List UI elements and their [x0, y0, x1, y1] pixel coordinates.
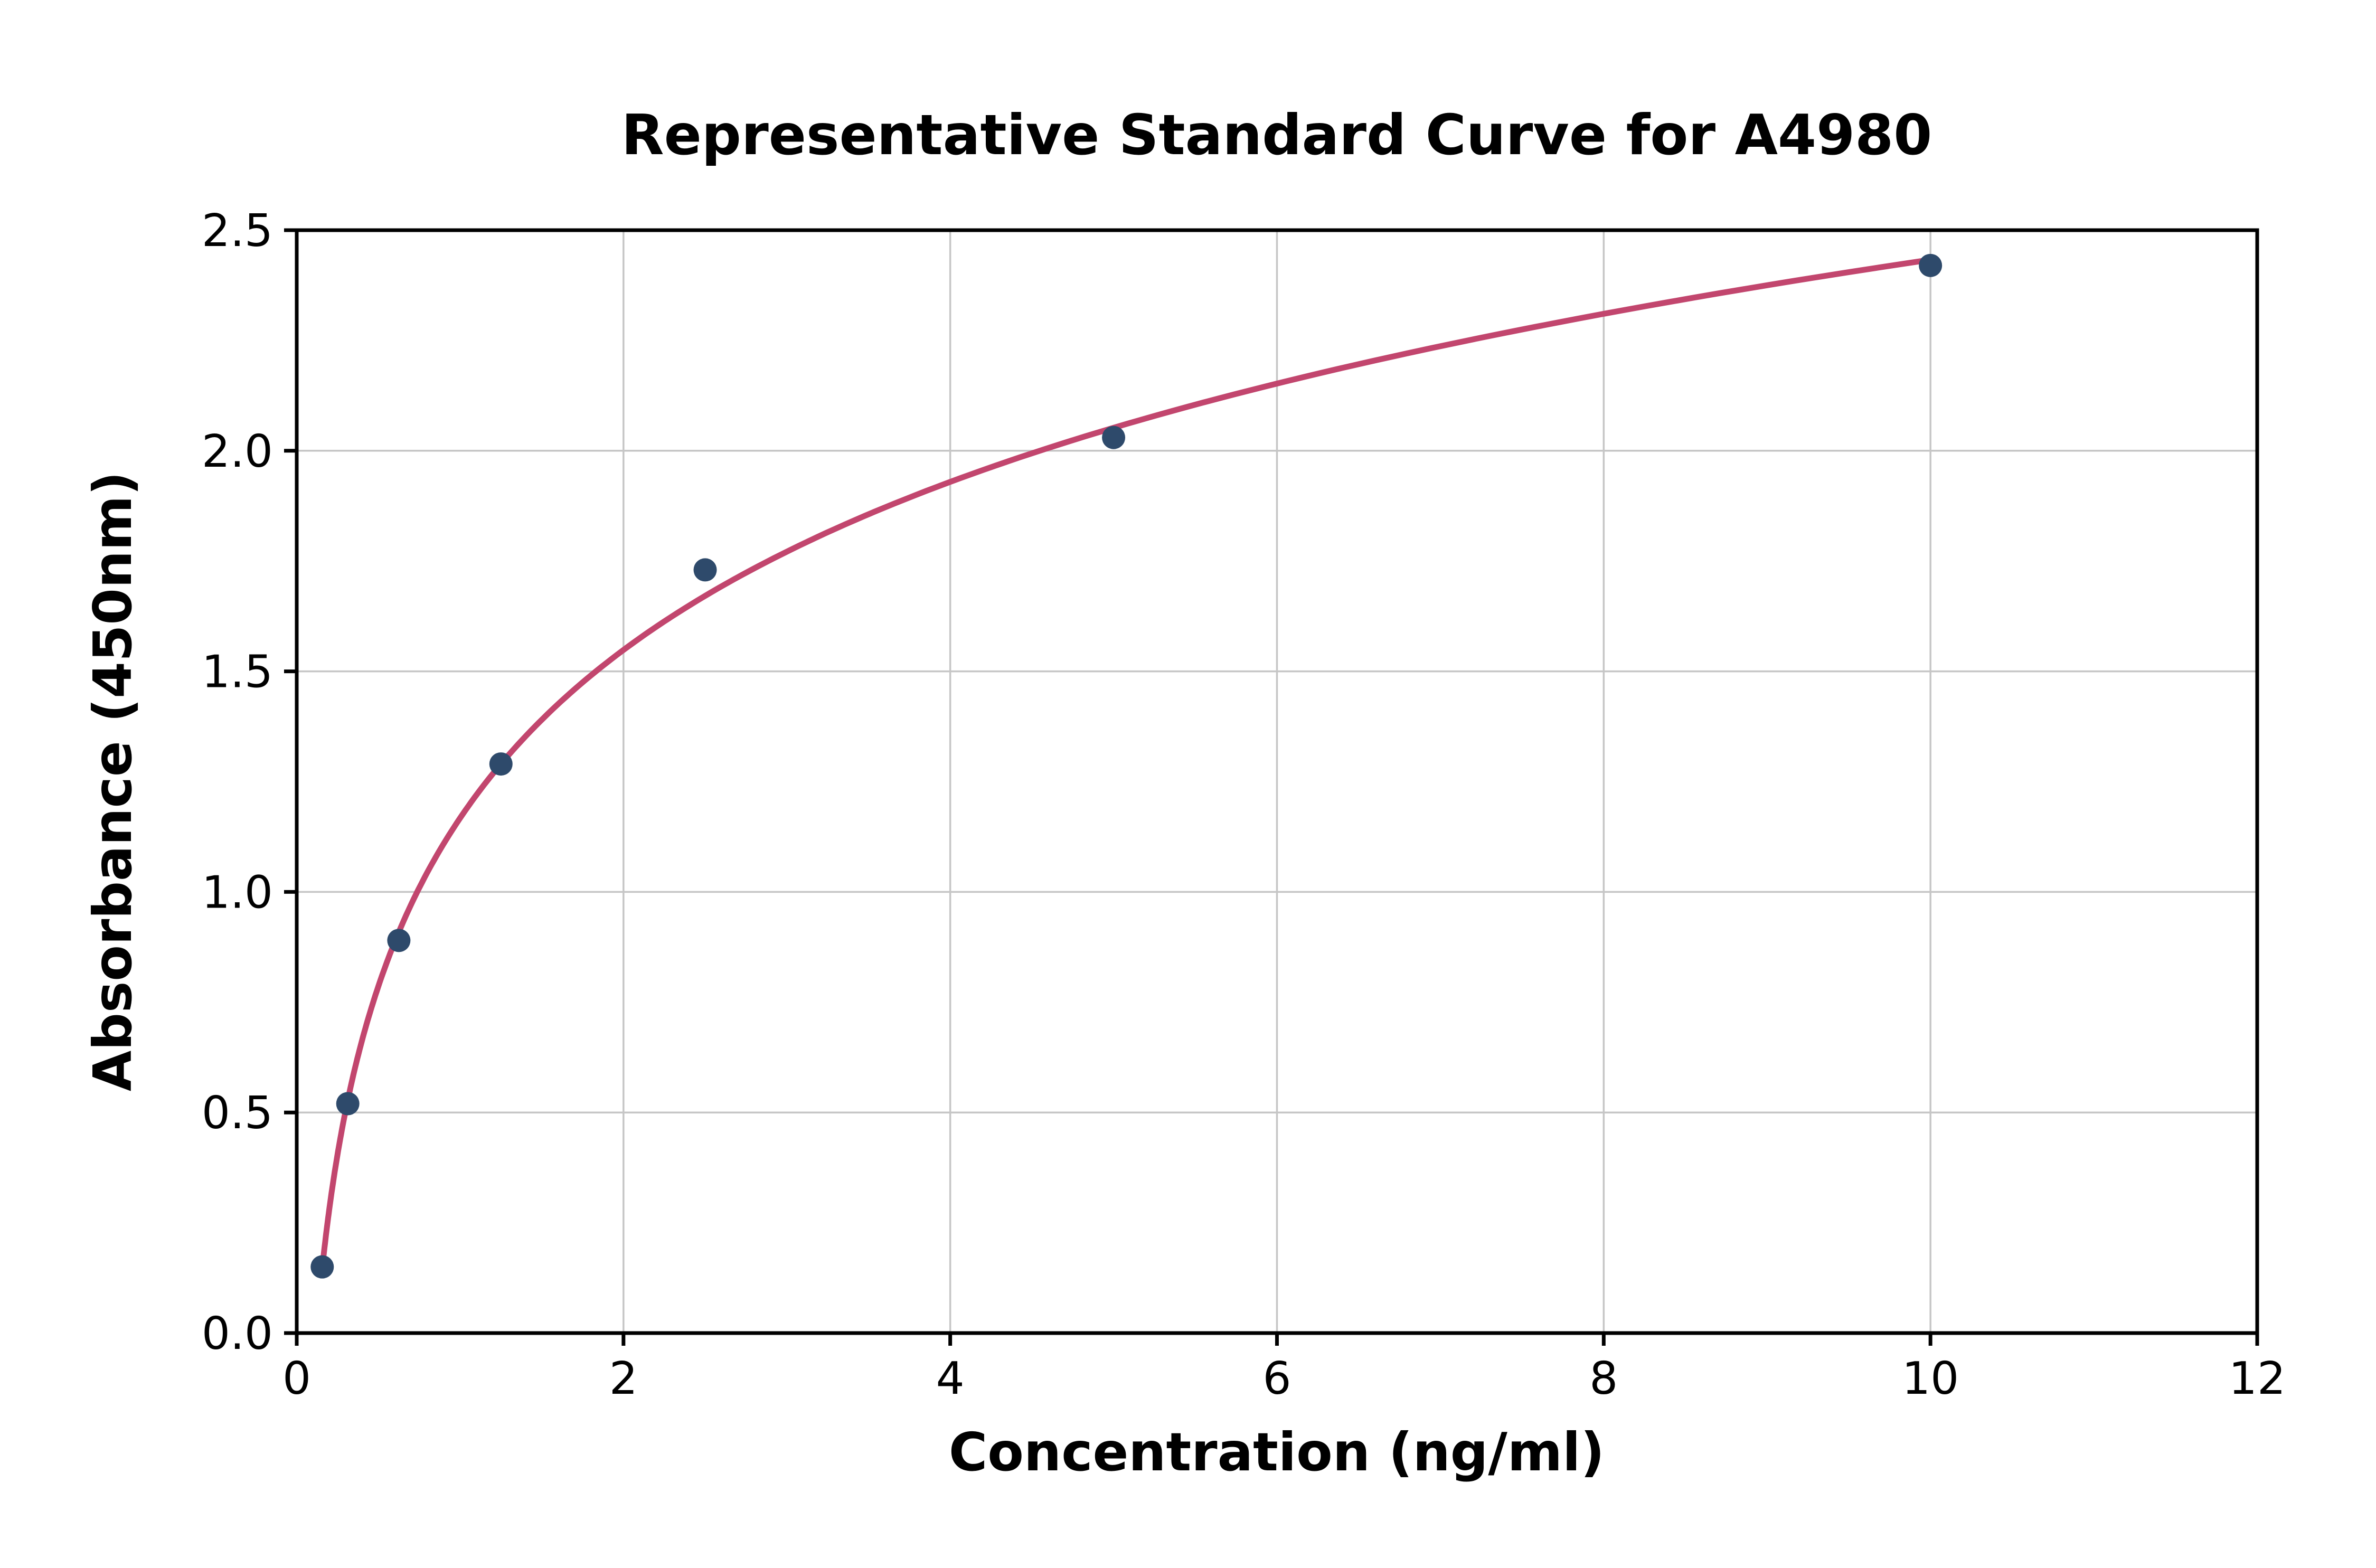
chart-title: Representative Standard Curve for A4980 [621, 103, 1932, 167]
y-tick-label: 2.5 [202, 205, 273, 257]
x-tick-label: 2 [609, 1353, 638, 1405]
y-axis-label: Absorbance (450nm) [82, 471, 144, 1091]
y-tick-label: 1.0 [202, 866, 273, 919]
x-tick-label: 6 [1262, 1353, 1291, 1405]
x-tick-label: 4 [936, 1353, 965, 1405]
tick-label-layer: 0 2 4 6 8 10 12 0.0 0.5 1.0 1.5 2.0 2.5 [202, 205, 2286, 1405]
data-point [336, 1092, 360, 1116]
y-tick-label: 0.5 [202, 1087, 273, 1139]
data-point [387, 929, 411, 952]
data-point [1919, 253, 1943, 277]
x-tick-label: 12 [2229, 1353, 2286, 1405]
y-tick-label: 1.5 [202, 646, 273, 698]
data-point [310, 1255, 334, 1279]
data-point [1102, 426, 1126, 449]
x-tick-label: 0 [282, 1353, 311, 1405]
data-points-layer [310, 253, 1943, 1279]
tick-layer [284, 228, 2259, 1346]
data-point [693, 558, 717, 582]
y-tick-label: 2.0 [202, 426, 273, 478]
x-axis-label: Concentration (ng/ml) [949, 1421, 1605, 1483]
x-tick-label: 8 [1589, 1353, 1618, 1405]
y-tick-label: 0.0 [202, 1308, 273, 1360]
grid-layer [296, 229, 2258, 1334]
x-tick-label: 10 [1902, 1353, 1959, 1405]
data-point [489, 752, 513, 776]
